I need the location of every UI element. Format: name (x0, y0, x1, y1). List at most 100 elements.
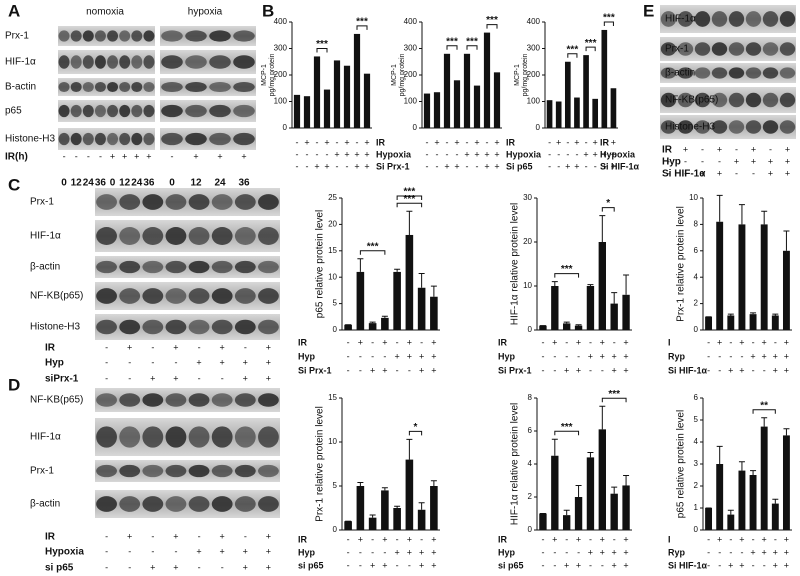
blot-band (70, 55, 82, 69)
condition-sign: - (553, 547, 556, 557)
time-label: 0 (110, 178, 116, 189)
error-bar (563, 509, 570, 516)
condition-sign: - (613, 534, 616, 544)
condition-sign: + (768, 168, 773, 178)
blot-band (779, 42, 796, 56)
condition-sign: - (347, 560, 350, 570)
condition-sign: - (667, 156, 670, 166)
bar (393, 271, 401, 330)
condition-sign: + (354, 149, 359, 159)
blot-band (234, 288, 256, 304)
blot-label: β-actin (30, 499, 60, 510)
condition-sign: + (484, 161, 489, 171)
condition-sign: + (407, 534, 412, 544)
condition-sign: + (564, 365, 569, 375)
significance-bracket (554, 430, 580, 436)
y-tick-label: 5 (694, 415, 699, 424)
blot-band (677, 67, 694, 79)
blot-label: Prx-1 (30, 466, 54, 477)
condition-sign: + (593, 137, 598, 147)
condition-sign: + (612, 365, 617, 375)
condition-sign: - (763, 560, 766, 570)
blot-label: NF-KB(p65) (665, 95, 718, 106)
y-tick-label: 100 (404, 97, 418, 106)
condition-sign: - (426, 137, 429, 147)
condition-sign: - (296, 149, 299, 159)
condition-label: siPrx-1 (45, 374, 79, 385)
blot-band (677, 120, 694, 134)
significance-bracket (585, 46, 596, 52)
condition-sign: - (729, 534, 732, 544)
condition-sign: - (752, 365, 755, 375)
blot-band (96, 319, 117, 335)
condition-sign: - (359, 351, 362, 361)
error-bar (611, 486, 618, 494)
condition-sign: + (734, 156, 739, 166)
condition-sign: - (347, 351, 350, 361)
significance-bracket (486, 24, 498, 29)
condition-sign: + (576, 560, 581, 570)
blot-band (233, 30, 255, 42)
blot-band (119, 464, 141, 478)
condition-sign: + (419, 547, 424, 557)
blot-band (745, 42, 762, 56)
blot-band (94, 81, 106, 93)
bar (356, 271, 365, 330)
bar (592, 98, 599, 128)
condition-sign: + (773, 365, 778, 375)
y-axis-label: pg/mg protein (399, 53, 406, 96)
condition-sign: - (684, 156, 687, 166)
condition-sign: + (552, 534, 557, 544)
condition-sign: - (718, 547, 721, 557)
condition-sign: + (602, 161, 607, 171)
condition-sign: + (431, 547, 436, 557)
bar (749, 314, 757, 330)
bar (323, 89, 331, 128)
condition-sign: + (370, 560, 375, 570)
significance-label: *** (561, 264, 573, 275)
condition-sign: - (541, 534, 544, 544)
blot-band (119, 393, 141, 407)
condition-sign: + (431, 351, 436, 361)
blot-band (711, 120, 728, 134)
condition-label: si p65 (45, 563, 74, 574)
condition-sign: + (266, 357, 271, 367)
significance-bracket (359, 250, 386, 255)
y-tick-label: 10 (523, 281, 532, 290)
blot-band (258, 496, 279, 512)
condition-sign: - (589, 337, 592, 347)
blot-band (131, 132, 143, 146)
condition-sign: - (383, 351, 386, 361)
error-bar (551, 281, 558, 286)
blot-band (143, 30, 155, 42)
condition-label: Si p65 (506, 161, 533, 171)
blot-band (233, 81, 255, 93)
blot-band (779, 120, 796, 134)
bar (716, 221, 724, 330)
condition-sign: + (394, 351, 399, 361)
condition-sign: + (382, 534, 387, 544)
condition-sign: - (541, 337, 544, 347)
condition-sign: + (612, 560, 617, 570)
condition-sign: + (314, 161, 319, 171)
blot-band (694, 67, 711, 79)
bar (405, 234, 414, 330)
blot-band (677, 11, 694, 27)
error-bar (783, 428, 790, 436)
condition-label: IR (45, 532, 56, 543)
blot-band (188, 393, 210, 407)
error-bar (394, 505, 401, 508)
condition-sign: - (105, 562, 108, 572)
condition-label: Si Prx-1 (376, 161, 410, 171)
significance-bracket (396, 202, 423, 208)
condition-label: Si HIF-1α (668, 365, 708, 375)
condition-label: IR (45, 343, 56, 354)
blot-band (58, 132, 70, 146)
blot-band (660, 120, 677, 134)
condition-sign: - (466, 137, 469, 147)
blot-band (142, 496, 164, 512)
condition-sign: + (419, 560, 424, 570)
condition-label: IR (298, 534, 308, 544)
condition-sign: + (196, 357, 201, 367)
condition-sign: - (336, 137, 339, 147)
